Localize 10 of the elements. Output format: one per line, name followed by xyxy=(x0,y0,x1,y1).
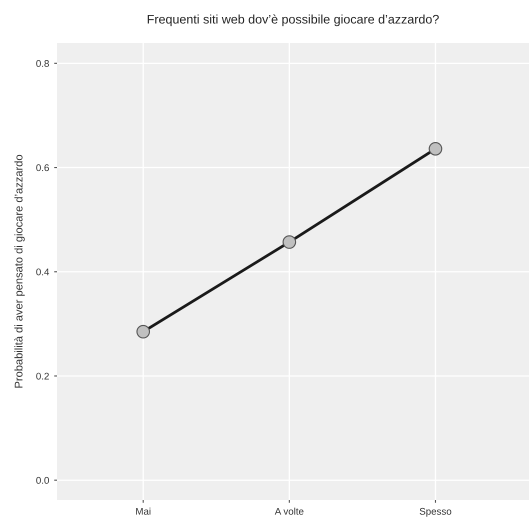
y-tick-label: 0.4 xyxy=(36,268,50,276)
y-tick-label: 0.6 xyxy=(36,164,49,172)
x-tick-label: A volte xyxy=(274,508,304,515)
y-tick-label: 0.2 xyxy=(36,372,49,380)
y-axis-title: Probabilità di aver pensato di giocare d’azzardo xyxy=(14,154,25,388)
y-tick-label: 0.8 xyxy=(36,60,49,67)
x-tick-label: Spesso xyxy=(420,508,452,517)
chart-title: Frequenti siti web dov’è possibile giocare d’azzardo? xyxy=(148,14,439,26)
y-tick-label: 0.0 xyxy=(36,476,49,484)
x-tick-label: Mai xyxy=(136,508,150,515)
